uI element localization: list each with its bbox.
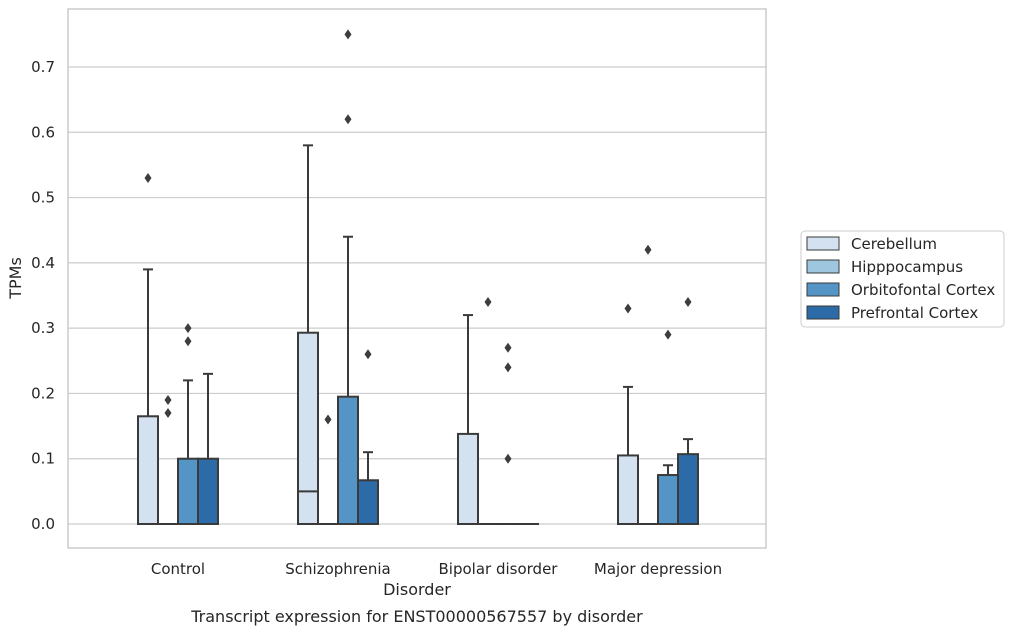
y-tick-label: 0.3 xyxy=(31,319,55,337)
outlier-point xyxy=(164,394,172,405)
y-tick-label: 0.5 xyxy=(31,189,55,207)
box-iqr xyxy=(677,453,699,525)
box-iqr xyxy=(137,415,159,525)
legend-frame xyxy=(800,230,1005,328)
box-iqr xyxy=(337,395,359,526)
box-orbitofontal-cortex xyxy=(657,329,679,525)
box-prefrontal-cortex xyxy=(357,349,379,526)
outlier-point xyxy=(364,349,372,360)
y-tick-label: 0.2 xyxy=(31,384,55,402)
legend-swatch xyxy=(806,259,840,274)
x-tick-label: Bipolar disorder xyxy=(439,560,559,578)
outlier-point xyxy=(184,336,192,347)
outlier-point xyxy=(624,303,632,314)
y-axis-ticks: 0.0 0.1 0.2 0.3 0.4 0.5 0.6 0.7 xyxy=(31,58,55,533)
box-iqr xyxy=(297,331,319,525)
legend-label: Hipppocampus xyxy=(851,258,963,276)
box-hipppocampus xyxy=(477,297,499,526)
legend-swatch xyxy=(806,305,840,320)
plot-area xyxy=(137,29,699,526)
outlier-point xyxy=(504,342,512,353)
legend-label: Orbitofontal Cortex xyxy=(851,281,995,299)
x-tick-label: Schizophrenia xyxy=(285,560,390,578)
box-iqr xyxy=(177,457,199,526)
outlier-point xyxy=(144,172,152,183)
y-tick-label: 0.4 xyxy=(31,254,55,272)
box-prefrontal-cortex xyxy=(197,372,219,526)
box-hipppocampus xyxy=(317,414,339,526)
legend-label: Cerebellum xyxy=(851,235,937,253)
x-tick-label: Major depression xyxy=(594,560,722,578)
box-iqr xyxy=(657,474,679,525)
outlier-point xyxy=(684,297,692,308)
y-tick-label: 0.1 xyxy=(31,450,55,468)
x-axis-ticks: Control Schizophrenia Bipolar disorder Majo… xyxy=(151,560,722,578)
box-cerebellum xyxy=(457,314,479,525)
box-iqr xyxy=(197,457,219,526)
legend-swatch xyxy=(806,282,840,297)
box-iqr xyxy=(357,479,379,526)
chart-caption: Transcript expression for ENST0000056755… xyxy=(190,607,643,626)
box-orbitofontal-cortex xyxy=(497,342,519,526)
box-prefrontal-cortex xyxy=(677,297,699,525)
box-hipppocampus xyxy=(637,244,659,526)
outlier-point xyxy=(644,244,652,255)
y-tick-label: 0.7 xyxy=(31,58,55,76)
box-hipppocampus xyxy=(157,394,179,526)
outlier-point xyxy=(664,329,672,340)
box-orbitofontal-cortex xyxy=(177,323,199,526)
gridlines xyxy=(68,66,766,525)
box-cerebellum xyxy=(297,144,319,525)
box-cerebellum xyxy=(137,172,159,525)
outlier-point xyxy=(504,362,512,373)
box-iqr xyxy=(457,432,479,525)
legend-swatch xyxy=(806,236,840,251)
outlier-point xyxy=(504,453,512,464)
outlier-point xyxy=(164,408,172,419)
y-tick-label: 0.0 xyxy=(31,515,55,533)
box-iqr xyxy=(617,454,639,526)
box-orbitofontal-cortex xyxy=(337,29,359,526)
plot-frame xyxy=(67,8,767,549)
y-axis-title: TPMs xyxy=(6,257,25,300)
outlier-point xyxy=(324,414,332,425)
outlier-point xyxy=(344,29,352,40)
y-tick-label: 0.6 xyxy=(31,123,55,141)
x-tick-label: Control xyxy=(151,560,205,578)
legend-label: Prefrontal Cortex xyxy=(851,304,978,322)
outlier-point xyxy=(484,297,492,308)
box-cerebellum xyxy=(617,303,639,526)
outlier-point xyxy=(184,323,192,334)
legend: Cerebellum Hipppocampus Orbitofontal Corte… xyxy=(800,230,1005,328)
outlier-point xyxy=(344,114,352,125)
x-axis-title: Disorder xyxy=(383,580,451,599)
